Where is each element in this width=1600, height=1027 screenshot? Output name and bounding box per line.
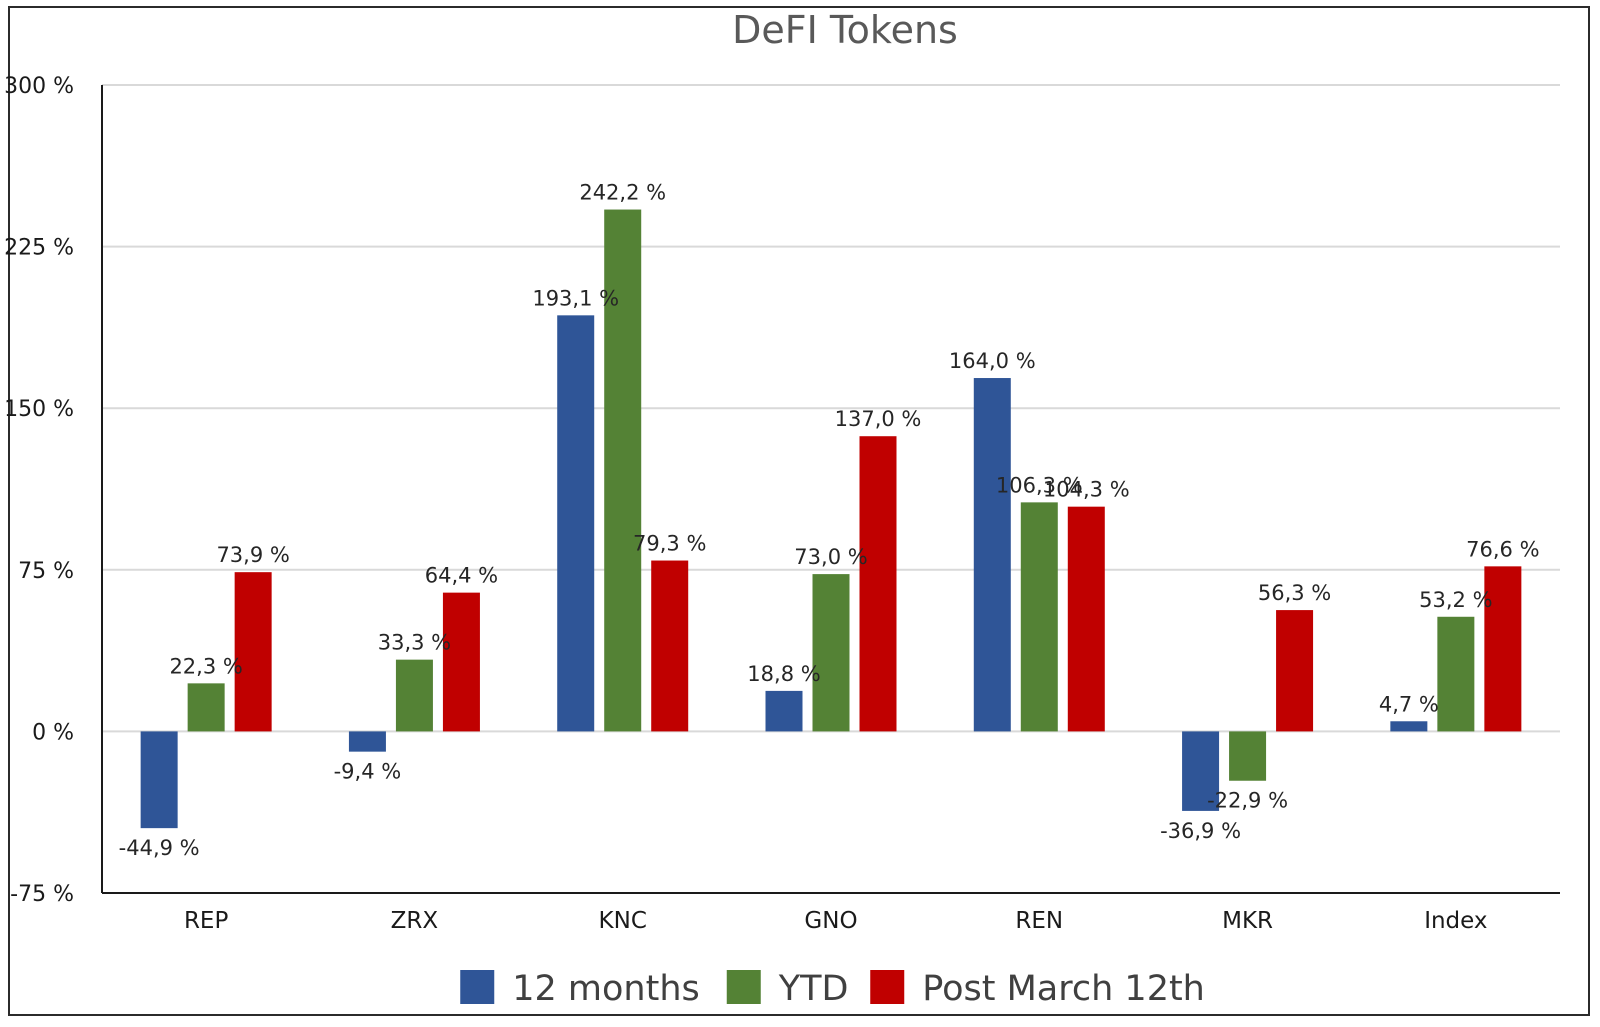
data-label: 33,3 % <box>378 631 451 655</box>
data-label: 4,7 % <box>1379 692 1439 716</box>
data-labels: -44,9 % 22,3 % 73,9 % -9,4 % 33,3 % 64,4 % 193… <box>119 181 1540 861</box>
bar <box>442 592 480 732</box>
legend-label: Post March 12th <box>922 969 1205 1009</box>
x-tick-label: KNC <box>599 908 647 934</box>
data-label: 73,9 % <box>216 543 289 567</box>
data-label: 104,3 % <box>1043 478 1130 502</box>
bar <box>765 690 803 732</box>
chart-title: DeFI Tokens <box>732 8 958 52</box>
bar <box>395 659 433 732</box>
x-tick-label: GNO <box>804 908 857 934</box>
x-tick-label: Index <box>1424 908 1487 934</box>
data-label: 56,3 % <box>1258 581 1331 605</box>
data-label: 193,1 % <box>532 286 619 310</box>
legend-swatch <box>870 970 905 1004</box>
data-label: 64,4 % <box>425 564 498 588</box>
x-tick-label: ZRX <box>391 908 439 934</box>
y-tick-label: 0 % <box>32 720 74 745</box>
data-label: 76,6 % <box>1466 537 1539 561</box>
bar <box>651 560 689 732</box>
y-tick-label: 225 % <box>4 236 74 261</box>
bar <box>1390 721 1428 732</box>
data-label: 79,3 % <box>633 532 706 556</box>
bar <box>973 378 1011 732</box>
data-label: 18,8 % <box>747 662 820 686</box>
x-tick-label: MKR <box>1222 908 1273 934</box>
bars <box>140 209 1522 829</box>
bar <box>1182 731 1220 811</box>
data-label: -44,9 % <box>119 836 200 860</box>
legend-label: YTD <box>778 969 849 1009</box>
y-tick-label: -75 % <box>10 882 74 907</box>
y-tick-label: 300 % <box>4 74 74 99</box>
data-label: 106,3 % <box>996 473 1083 497</box>
y-tick-label: 150 % <box>4 397 74 422</box>
gridlines <box>102 84 1560 733</box>
bar <box>348 731 386 752</box>
bar <box>604 209 642 732</box>
bar <box>234 572 272 732</box>
bar <box>1067 506 1105 732</box>
bar <box>1276 610 1314 732</box>
bar <box>1229 731 1267 781</box>
x-tick-label: REP <box>184 908 229 934</box>
bar <box>812 574 850 732</box>
data-label: 137,0 % <box>835 407 922 431</box>
data-label: -22,9 % <box>1207 789 1288 813</box>
legend-swatch <box>460 970 495 1004</box>
legend-swatch <box>726 970 761 1004</box>
bar <box>1020 502 1058 732</box>
data-label: 164,0 % <box>949 349 1036 373</box>
data-label: 53,2 % <box>1419 588 1492 612</box>
x-tick-label: REN <box>1015 908 1063 934</box>
legend: 12 months YTD Post March 12th <box>460 969 1205 1009</box>
chart-frame <box>8 6 1590 1016</box>
bar <box>187 683 225 732</box>
data-label: 242,2 % <box>579 181 666 205</box>
data-label: -9,4 % <box>334 760 402 784</box>
data-label: -36,9 % <box>1160 819 1241 843</box>
axes: -75 % 0 % 75 % 150 % 225 % 300 % REP ZRX KNC GNO R… <box>4 74 1560 934</box>
y-tick-label: 75 % <box>18 559 74 584</box>
data-label: 73,0 % <box>794 545 867 569</box>
bar <box>140 731 178 829</box>
bar <box>557 315 595 732</box>
data-label: 22,3 % <box>169 654 242 678</box>
bar <box>1484 566 1522 732</box>
bar <box>859 436 897 732</box>
legend-label: 12 months <box>512 969 700 1009</box>
bar <box>1437 616 1475 732</box>
